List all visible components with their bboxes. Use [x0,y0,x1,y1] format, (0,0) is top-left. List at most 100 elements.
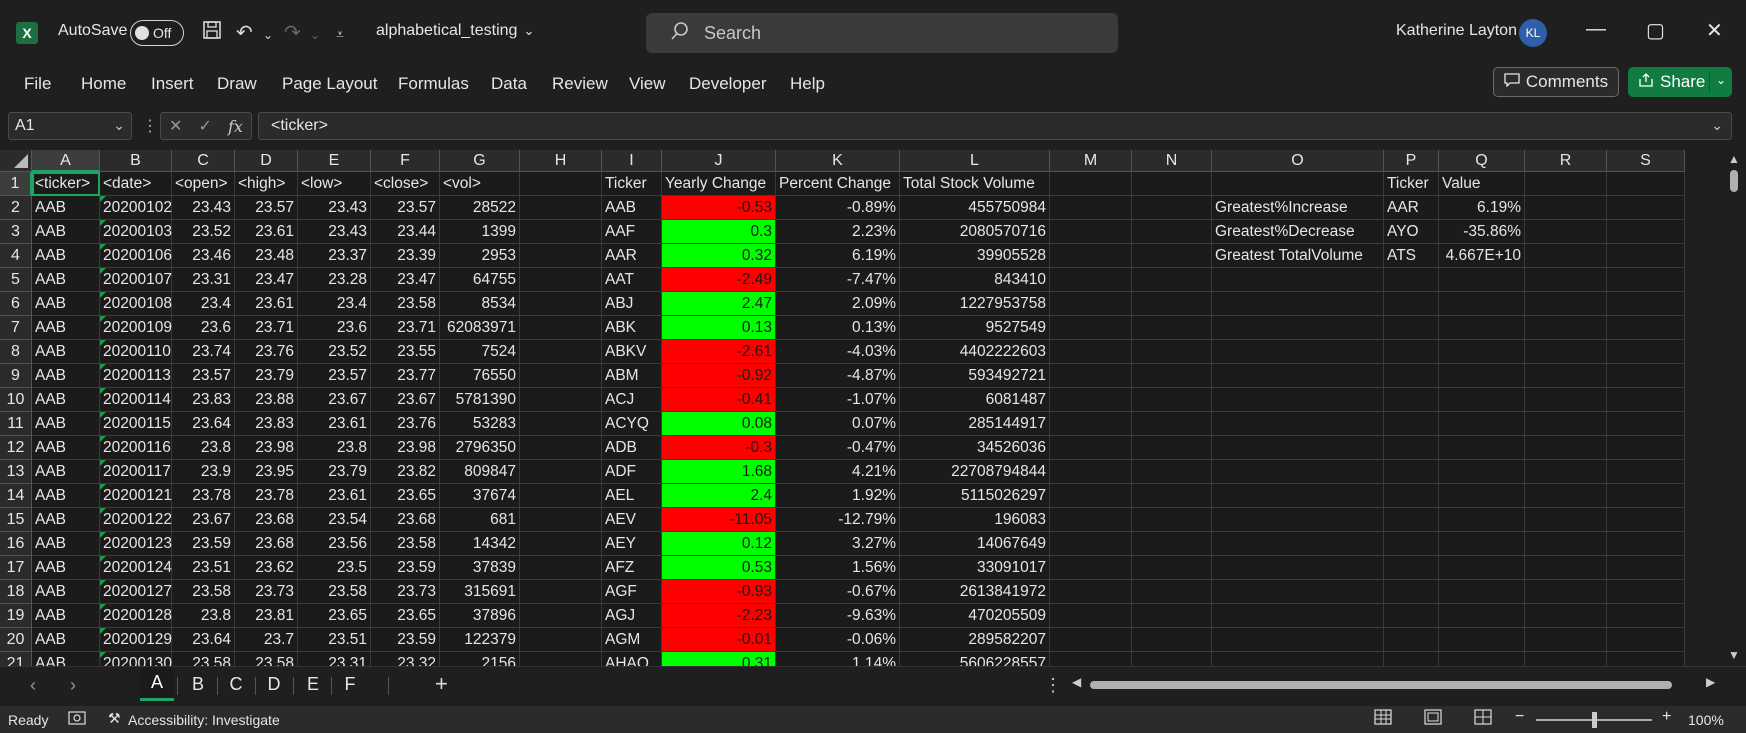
cell-j3[interactable]: 0.3 [662,220,776,244]
cell-c19[interactable]: 23.8 [172,604,235,628]
cell-p19[interactable] [1384,604,1439,628]
next-sheet-icon[interactable]: › [70,675,76,695]
menu-help[interactable]: Help [790,74,825,93]
cell-b16[interactable]: 20200123 [100,532,172,556]
cell-j17[interactable]: 0.53 [662,556,776,580]
name-box[interactable]: A1 ⌄ [8,112,132,140]
cell-f11[interactable]: 23.76 [371,412,440,436]
macro-record-icon[interactable] [68,710,86,729]
cell-i17[interactable]: AFZ [602,556,662,580]
cell-b7[interactable]: 20200109 [100,316,172,340]
cell-n10[interactable] [1132,388,1212,412]
column-header-o[interactable]: O [1212,150,1384,172]
column-header-q[interactable]: Q [1439,150,1525,172]
cell-l17[interactable]: 33091017 [900,556,1050,580]
add-sheet-icon[interactable]: + [435,671,448,696]
cell-r10[interactable] [1525,388,1607,412]
cell-i16[interactable]: AEY [602,532,662,556]
cell-i5[interactable]: AAT [602,268,662,292]
cell-k4[interactable]: 6.19% [776,244,900,268]
cell-h18[interactable] [520,580,602,604]
cell-d2[interactable]: 23.57 [235,196,298,220]
cell-o11[interactable] [1212,412,1384,436]
scroll-thumb[interactable] [1730,170,1738,192]
cell-s6[interactable] [1607,292,1685,316]
autosave-toggle[interactable]: Off [130,20,184,46]
cell-k1[interactable]: Percent Change [776,172,900,196]
row-header-4[interactable]: 4 [0,244,32,268]
cell-l7[interactable]: 9527549 [900,316,1050,340]
cell-r2[interactable] [1525,196,1607,220]
cell-j12[interactable]: -0.3 [662,436,776,460]
cell-b12[interactable]: 20200116 [100,436,172,460]
column-header-h[interactable]: H [520,150,602,172]
cell-a11[interactable]: AAB [32,412,100,436]
cell-c13[interactable]: 23.9 [172,460,235,484]
cell-r18[interactable] [1525,580,1607,604]
cell-h8[interactable] [520,340,602,364]
cell-i3[interactable]: AAF [602,220,662,244]
cell-l15[interactable]: 196083 [900,508,1050,532]
cell-h20[interactable] [520,628,602,652]
cell-f10[interactable]: 23.67 [371,388,440,412]
cell-f9[interactable]: 23.77 [371,364,440,388]
cell-l16[interactable]: 14067649 [900,532,1050,556]
sheet-tab-b[interactable]: B [191,673,204,694]
cell-c7[interactable]: 23.6 [172,316,235,340]
cell-c15[interactable]: 23.67 [172,508,235,532]
column-header-f[interactable]: F [371,150,440,172]
cell-j4[interactable]: 0.32 [662,244,776,268]
cell-k11[interactable]: 0.07% [776,412,900,436]
cell-f16[interactable]: 23.58 [371,532,440,556]
cell-d13[interactable]: 23.95 [235,460,298,484]
cell-f14[interactable]: 23.65 [371,484,440,508]
cell-d20[interactable]: 23.7 [235,628,298,652]
column-header-b[interactable]: B [100,150,172,172]
cell-l11[interactable]: 285144917 [900,412,1050,436]
cell-m4[interactable] [1050,244,1132,268]
cell-r9[interactable] [1525,364,1607,388]
cell-j21[interactable]: 0.31 [662,652,776,666]
cell-s16[interactable] [1607,532,1685,556]
cell-n11[interactable] [1132,412,1212,436]
cell-g15[interactable]: 681 [440,508,520,532]
cell-o3[interactable]: Greatest%Decrease [1212,220,1384,244]
cell-s2[interactable] [1607,196,1685,220]
cell-o17[interactable] [1212,556,1384,580]
cell-d9[interactable]: 23.79 [235,364,298,388]
cell-n20[interactable] [1132,628,1212,652]
scroll-right-icon[interactable]: ▶ [1706,675,1716,689]
cell-i20[interactable]: AGM [602,628,662,652]
cell-p4[interactable]: ATS [1384,244,1439,268]
sheet-tab-e[interactable]: E [306,673,319,694]
menu-draw[interactable]: Draw [217,74,257,93]
cell-k12[interactable]: -0.47% [776,436,900,460]
cell-a9[interactable]: AAB [32,364,100,388]
cell-n21[interactable] [1132,652,1212,666]
cell-s9[interactable] [1607,364,1685,388]
share-dropdown-icon[interactable]: ⌄ [1715,73,1726,87]
zoom-level[interactable]: 100% [1688,712,1724,728]
cell-h16[interactable] [520,532,602,556]
cell-q6[interactable] [1439,292,1525,316]
cell-s14[interactable] [1607,484,1685,508]
cell-g18[interactable]: 315691 [440,580,520,604]
cell-k18[interactable]: -0.67% [776,580,900,604]
page-break-view-icon[interactable] [1474,709,1492,728]
cell-n9[interactable] [1132,364,1212,388]
cell-o16[interactable] [1212,532,1384,556]
cell-f7[interactable]: 23.71 [371,316,440,340]
cell-b6[interactable]: 20200108 [100,292,172,316]
cell-d16[interactable]: 23.68 [235,532,298,556]
cell-e1[interactable]: <low> [298,172,371,196]
cell-h4[interactable] [520,244,602,268]
cell-p15[interactable] [1384,508,1439,532]
cell-b4[interactable]: 20200106 [100,244,172,268]
cell-b18[interactable]: 20200127 [100,580,172,604]
cell-g13[interactable]: 809847 [440,460,520,484]
cell-n5[interactable] [1132,268,1212,292]
cell-e12[interactable]: 23.8 [298,436,371,460]
cell-f15[interactable]: 23.68 [371,508,440,532]
cell-c9[interactable]: 23.57 [172,364,235,388]
cell-h10[interactable] [520,388,602,412]
